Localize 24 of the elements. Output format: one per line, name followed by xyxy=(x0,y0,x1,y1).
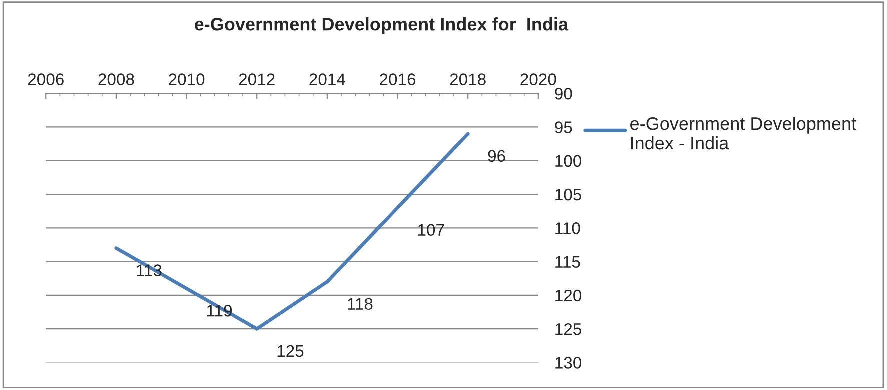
y-tick-label: 130 xyxy=(556,357,582,369)
y-tick-label: 125 xyxy=(556,323,582,336)
chart-title: e-Government Development Index for India xyxy=(195,18,569,34)
data-label: 107 xyxy=(418,224,444,236)
data-label: 125 xyxy=(278,345,304,358)
x-tick-label: 2010 xyxy=(169,74,205,86)
legend-label: e-Government Development Index - India xyxy=(630,117,856,150)
y-tick-label: 100 xyxy=(556,155,582,168)
data-label: 118 xyxy=(348,298,373,310)
y-tick-label: 110 xyxy=(556,222,580,234)
y-tick-label: 115 xyxy=(556,256,580,268)
x-tick-label: 2008 xyxy=(98,74,134,86)
x-tick-label: 2012 xyxy=(239,74,275,86)
x-tick-label: 2014 xyxy=(310,74,346,86)
x-tick-label: 2018 xyxy=(450,74,486,86)
y-tick-label: 95 xyxy=(555,122,572,134)
y-tick-label: 90 xyxy=(555,88,572,100)
y-tick-label: 105 xyxy=(556,188,582,201)
x-tick-label: 2020 xyxy=(520,74,556,86)
line-series xyxy=(114,132,470,331)
x-tick-label: 2006 xyxy=(28,74,64,86)
y-tick-label: 120 xyxy=(556,290,582,302)
data-label: 96 xyxy=(488,150,506,162)
x-tick-label: 2016 xyxy=(380,74,416,86)
